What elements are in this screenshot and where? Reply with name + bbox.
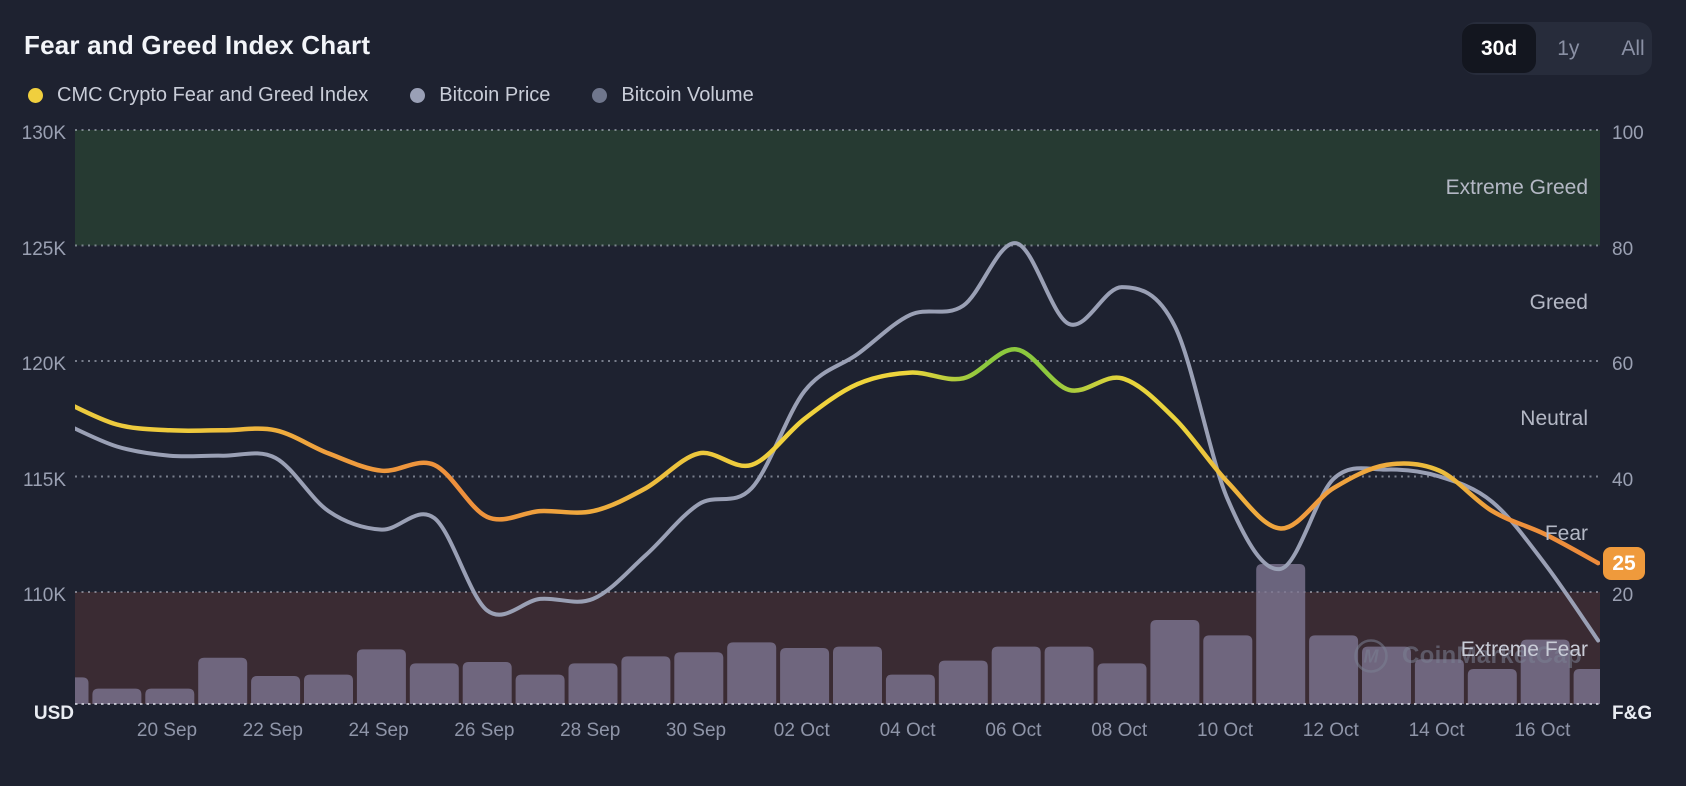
zone-label-greed: Greed	[1529, 291, 1588, 315]
right-axis-unit: F&G	[1612, 703, 1653, 724]
chart-legend: CMC Crypto Fear and Greed Index Bitcoin …	[28, 84, 754, 107]
right-axis-tick: 20	[1612, 585, 1634, 606]
volume-bar	[568, 663, 618, 704]
volume-bar	[885, 674, 935, 704]
volume-bar	[1309, 635, 1359, 704]
volume-bar	[938, 660, 988, 704]
right-axis-tick: 40	[1612, 469, 1634, 491]
volume-bar	[251, 676, 301, 704]
legend-item-bitcoin-volume[interactable]: Bitcoin Volume	[592, 84, 754, 107]
volume-bar	[1203, 635, 1253, 704]
svg-text:M: M	[1364, 647, 1380, 667]
x-axis-tick: 20 Sep	[136, 720, 198, 741]
bitcoin-volume-legend-dot-icon	[592, 88, 608, 103]
zone-label-fear: Fear	[1544, 522, 1588, 546]
volume-bar	[75, 677, 89, 704]
x-axis-tick: 12 Oct	[1302, 720, 1359, 741]
page-title: Fear and Greed Index Chart	[24, 30, 371, 60]
watermark-label: CoinMarketCap	[1402, 642, 1582, 669]
fear-greed-index-line	[75, 347, 1600, 566]
volume-bar	[1362, 646, 1411, 704]
volume-bar	[780, 648, 830, 704]
left-axis-tick: 115K	[23, 469, 66, 491]
x-axis-tick: 16 Oct	[1514, 720, 1571, 741]
bitcoin-price-legend-dot-icon	[410, 88, 426, 103]
volume-bar	[727, 642, 777, 704]
volume-bar	[462, 662, 512, 704]
volume-bar	[515, 674, 565, 704]
bitcoin-price-line	[75, 241, 1600, 643]
coinmarketcap-watermark: M CoinMarketCap	[1352, 637, 1582, 675]
x-axis-tick: 24 Sep	[348, 720, 409, 741]
volume-bar	[621, 656, 671, 704]
left-axis-tick: 110K	[23, 585, 66, 606]
volume-bar	[145, 688, 195, 704]
legend-item-bitcoin-price[interactable]: Bitcoin Price	[410, 84, 550, 107]
volume-bar	[1573, 669, 1600, 704]
coinmarketcap-logo-icon: M	[1354, 639, 1388, 673]
time-range-button-30d[interactable]: 30d	[1462, 24, 1537, 73]
volume-bar	[674, 652, 724, 704]
left-axis-unit: USD	[33, 703, 74, 724]
volume-bar	[1520, 639, 1570, 704]
volume-bar	[409, 663, 459, 704]
volume-bar	[92, 688, 142, 704]
zone-label-extreme-fear: Extreme Fear	[1460, 637, 1588, 661]
x-axis-tick: 28 Sep	[560, 720, 621, 741]
x-axis-tick: 02 Oct	[773, 720, 830, 741]
time-range-selector: 30d 1y All	[1462, 22, 1652, 75]
volume-bar	[198, 657, 248, 704]
current-value-badge: 25	[1603, 546, 1645, 580]
left-axis-tick: 125K	[21, 238, 66, 260]
legend-label: Bitcoin Volume	[621, 84, 754, 106]
volume-bar	[1467, 669, 1517, 704]
x-axis-tick: 10 Oct	[1197, 720, 1253, 741]
x-axis-tick: 04 Oct	[879, 720, 936, 741]
x-axis-tick: 22 Sep	[242, 720, 303, 741]
volume-bar	[833, 646, 882, 704]
left-axis-tick: 120K	[21, 354, 66, 375]
left-axis-tick: 130K	[21, 123, 66, 144]
right-axis-tick: 60	[1612, 354, 1634, 375]
zone-label-neutral: Neutral	[1520, 406, 1588, 430]
x-axis-tick: 06 Oct	[985, 720, 1042, 741]
x-axis-tick: 08 Oct	[1091, 720, 1148, 741]
legend-item-fear-greed-index[interactable]: CMC Crypto Fear and Greed Index	[28, 84, 368, 107]
right-axis-tick: 100	[1612, 123, 1644, 144]
volume-bar	[304, 674, 353, 704]
volume-bar	[1414, 659, 1464, 704]
time-range-button-1y[interactable]: 1y	[1536, 24, 1600, 73]
volume-bar	[1044, 646, 1094, 704]
volume-bar	[356, 649, 406, 704]
volume-bar	[1150, 620, 1200, 704]
time-range-button-all[interactable]: All	[1600, 24, 1665, 73]
volume-bar	[991, 646, 1041, 704]
volume-bar	[1097, 663, 1147, 704]
legend-label: Bitcoin Price	[439, 84, 551, 106]
bitcoin-volume-bars	[75, 564, 1600, 704]
fear-greed-legend-dot-icon	[28, 88, 43, 103]
right-axis-tick: 80	[1612, 238, 1634, 260]
legend-label: CMC Crypto Fear and Greed Index	[57, 84, 369, 106]
x-axis-tick: 14 Oct	[1408, 720, 1465, 741]
extreme-greed-band	[75, 130, 1600, 246]
x-axis-tick: 30 Sep	[665, 720, 727, 741]
volume-bar	[1256, 564, 1306, 704]
x-axis-tick: 26 Sep	[454, 720, 515, 741]
zone-label-extreme-greed: Extreme Greed	[1445, 175, 1588, 199]
